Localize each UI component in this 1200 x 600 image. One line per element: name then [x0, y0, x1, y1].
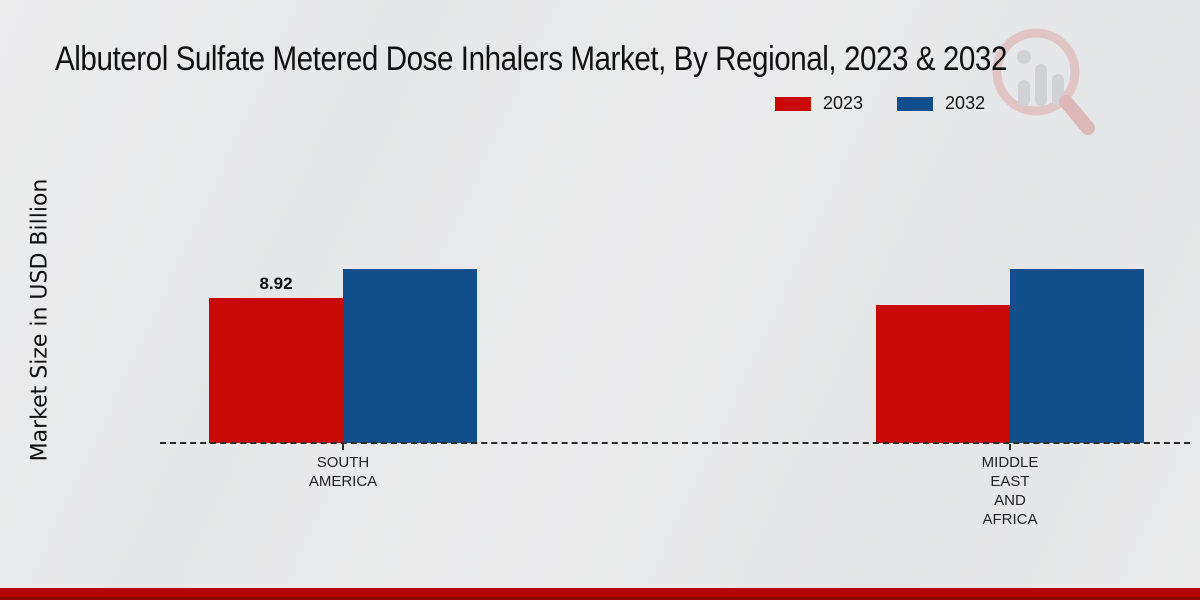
- legend-swatch-icon: [897, 96, 934, 111]
- category-label-middle-east-and-africa: MIDDLE EAST AND AFRICA: [981, 454, 1039, 528]
- legend-swatch-icon: [775, 96, 811, 111]
- bar-2023-middle-east-and-africa: [876, 305, 1010, 443]
- footer-red-strip: [0, 588, 1200, 600]
- legend-label: 2032: [945, 93, 986, 113]
- legend: 2023 2032: [775, 93, 985, 114]
- bar-2032-south-america: [343, 269, 477, 443]
- bar-2032-middle-east-and-africa: [1010, 269, 1144, 443]
- y-axis-label: Market Size in USD Billion: [27, 178, 53, 462]
- chart-title: Albuterol Sulfate Metered Dose Inhalers …: [55, 40, 1007, 78]
- market-research-magnifier-logo-icon: [992, 28, 1095, 135]
- legend-label: 2023: [823, 93, 864, 113]
- x-axis-tick: [342, 444, 344, 450]
- category-label-south-america: SOUTH AMERICA: [308, 454, 378, 490]
- legend-item-2032: 2032: [897, 93, 985, 114]
- x-axis-tick: [1009, 444, 1011, 450]
- bar-value-label: 8.92: [259, 274, 293, 293]
- x-axis-baseline: [160, 442, 1190, 444]
- legend-item-2023: 2023: [775, 93, 863, 114]
- bar-2023-south-america: [209, 298, 343, 443]
